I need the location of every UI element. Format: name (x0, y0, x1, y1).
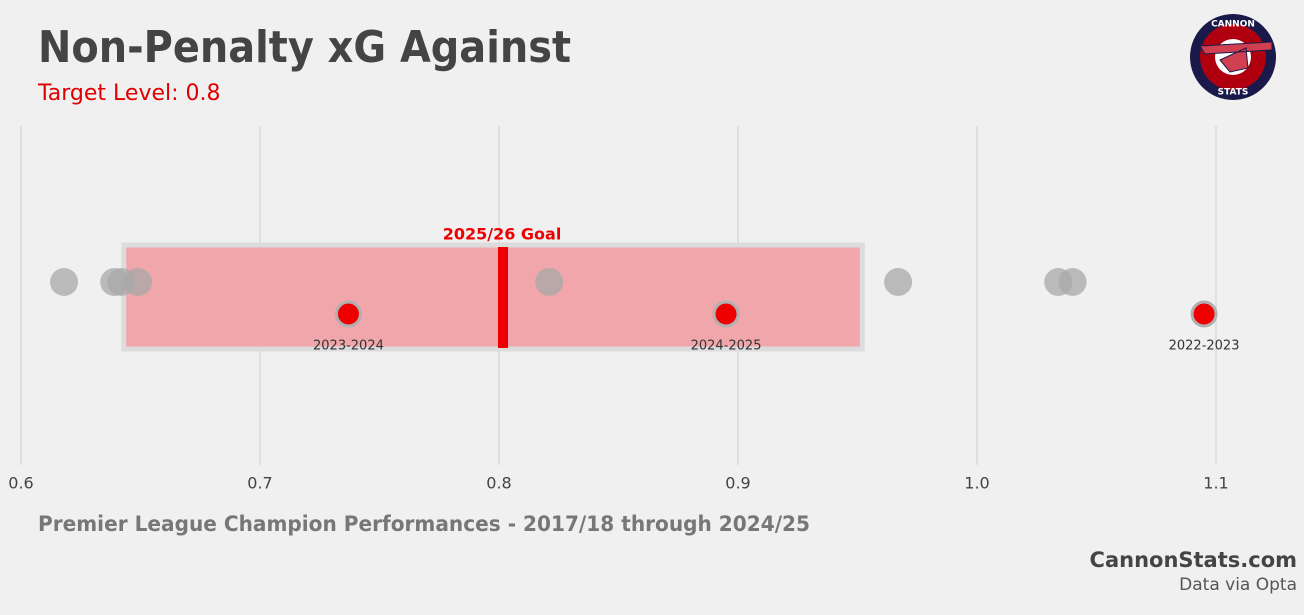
point (535, 268, 564, 296)
point (124, 268, 153, 296)
highlight-point (334, 300, 362, 328)
logo-text: STATS (1218, 88, 1249, 98)
highlight-point (1190, 300, 1218, 328)
x-tick-label: 0.9 (725, 474, 750, 493)
footer-note: Premier League Champion Performances - 2… (38, 512, 810, 536)
chart-title: Non-Penalty xG Against (38, 22, 571, 73)
source: Data via Opta (1179, 575, 1297, 595)
x-tick-label: 0.8 (486, 474, 511, 493)
logo: CANNON STATS (1190, 14, 1276, 100)
chart-subtitle: Target Level: 0.8 (37, 81, 221, 106)
x-tick-label: 1.1 (1203, 474, 1228, 493)
highlight-point (712, 300, 740, 328)
point (884, 268, 913, 296)
x-tick-label: 0.6 (8, 474, 33, 493)
target-range (121, 242, 865, 352)
target-label: 2025/26 Goal (443, 225, 562, 244)
brand: CannonStats.com (1090, 548, 1297, 572)
x-tick-label: 0.7 (247, 474, 272, 493)
logo-cannon (1199, 41, 1273, 73)
point (1058, 268, 1087, 296)
logo-text: CANNON (1211, 20, 1255, 30)
point-label: 2024-2025 (691, 339, 762, 354)
target-line (498, 247, 508, 348)
point (50, 268, 79, 296)
x-tick-label: 1.0 (964, 474, 989, 493)
point-label: 2022-2023 (1169, 339, 1240, 354)
point-label: 2023-2024 (313, 339, 384, 354)
